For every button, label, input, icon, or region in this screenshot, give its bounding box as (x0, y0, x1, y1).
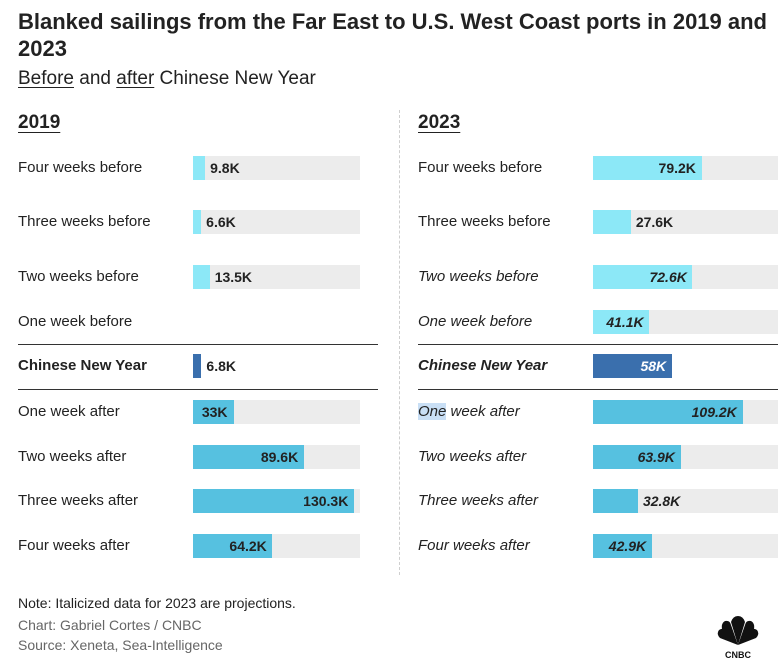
panel-2019-two-weeks-after-label: Two weeks after (18, 448, 127, 465)
panel-2019-four-weeks-after-value-label: 64.2K (229, 538, 267, 554)
subtitle-after: after (116, 68, 155, 89)
panel-2019-four-weeks-before-label: Four weeks before (18, 159, 143, 176)
panel-2023-two-weeks-before-label: Two weeks before (418, 268, 539, 285)
panel-2023-two-weeks-before-bar (593, 265, 693, 289)
subtitle-and: and (73, 68, 117, 89)
panel-2019-three-weeks-after-value-label: 130.3K (303, 493, 349, 509)
cnbc-peacock-logo: CNBC (717, 616, 759, 660)
panel-2023-cny-bottom-rule (418, 389, 778, 390)
panel-title-2019: 2019 (18, 112, 61, 133)
panel-2019-one-week-after-label: One week after (18, 403, 120, 420)
panel-2019-one-week-before-label: One week before (18, 313, 133, 330)
panel-2023-chinese-new-year-value-label: 58K (640, 358, 667, 374)
panel-2023-one-week-before-label: One week before (418, 313, 533, 330)
panel-2023-chinese-new-year-label: Chinese New Year (418, 357, 548, 374)
panel-2023-two-weeks-after-label: Two weeks after (418, 448, 527, 465)
panel-2023-four-weeks-before-value-label: 79.2K (658, 160, 696, 176)
panel-2019-four-weeks-after-label: Four weeks after (18, 537, 130, 554)
chart-title: Blanked sailings from the Far East to U.… (18, 9, 767, 61)
panel-2023-one-week-after-value-label: 109.2K (691, 404, 737, 420)
panel-2023-two-weeks-after-value-label: 63.9K (637, 449, 675, 465)
subtitle-before: Before (18, 68, 74, 89)
panel-2019-two-weeks-after-bar (193, 445, 304, 469)
panel-2019-four-weeks-before-value-label: 9.8K (210, 160, 240, 176)
panel-2019-two-weeks-before-value-label: 13.5K (214, 269, 253, 285)
panel-2023-cny-top-rule (418, 344, 778, 345)
panel-2019-three-weeks-before-bar-track (193, 210, 360, 234)
panel-2019-three-weeks-before-bar (193, 210, 202, 234)
panel-2023-three-weeks-before-label: Three weeks before (418, 213, 551, 230)
panel-2023-three-weeks-before-bar (593, 210, 631, 234)
panel-2023-one-week-after-label: One week after (418, 403, 520, 420)
panel-2019-chinese-new-year-label: Chinese New Year (18, 357, 147, 374)
panel-2023-two-weeks-after-bar (593, 445, 681, 469)
panel-2023-three-weeks-after-bar (593, 489, 638, 513)
panel-2023-one-week-before-value-label: 41.1K (606, 314, 644, 330)
subtitle-rest: Chinese New Year (154, 68, 316, 89)
panel-2023-four-weeks-before-label: Four weeks before (418, 159, 543, 176)
panel-2019-one-week-after-bar (193, 400, 234, 424)
panel-title-2023: 2023 (418, 112, 461, 133)
footer-note: Note: Italicized data for 2023 are proje… (18, 595, 296, 611)
logo-text: CNBC (725, 650, 751, 660)
panel-2023-four-weeks-after-label: Four weeks after (418, 537, 530, 554)
panel-2019-cny-bottom-rule (18, 389, 378, 390)
panel-2023-three-weeks-after-value-label: 32.8K (642, 493, 681, 509)
chart-subtitle: Before and after Chinese New Year (18, 68, 316, 90)
panel-2019-two-weeks-before-label: Two weeks before (18, 268, 139, 285)
panel-2019-three-weeks-after-bar (193, 489, 355, 513)
panel-2023-three-weeks-after-label: Three weeks after (418, 492, 539, 509)
panel-2019-cny-top-rule (18, 344, 378, 345)
panel-2019-three-weeks-after-label: Three weeks after (18, 492, 139, 509)
panel-2019-four-weeks-after-bar (193, 534, 273, 558)
panel-2019-three-weeks-before-value-label: 6.6K (206, 214, 236, 230)
panel-divider (399, 110, 400, 575)
panel-2023-three-weeks-before-value-label: 27.6K (635, 214, 674, 230)
panel-2023-four-weeks-after-bar (593, 534, 652, 558)
panel-2023-four-weeks-after-value-label: 42.9K (608, 538, 647, 554)
panel-2023-one-week-before-bar (593, 310, 650, 334)
panel-2019-three-weeks-before-label: Three weeks before (18, 213, 151, 230)
footer-credit: Chart: Gabriel Cortes / CNBC (18, 617, 202, 633)
panel-2019-chinese-new-year-value-label: 6.8K (206, 358, 236, 374)
panel-2019-two-weeks-before-bar (193, 265, 210, 289)
panel-2023-one-week-after-bar (593, 400, 743, 424)
panel-2019-four-weeks-before-bar (193, 156, 206, 180)
panel-2023-two-weeks-before-value-label: 72.6K (649, 269, 687, 285)
panel-2023-four-weeks-before-bar (593, 156, 702, 180)
panel-2019-four-weeks-before-bar-track (193, 156, 360, 180)
panel-2019-two-weeks-before-bar-track (193, 265, 360, 289)
panel-2019-two-weeks-after-value-label: 89.6K (260, 449, 299, 465)
panel-2019-one-week-after-value-label: 33K (201, 404, 228, 420)
panel-2019-chinese-new-year-bar (193, 354, 202, 378)
panel-2023-chinese-new-year-bar (593, 354, 673, 378)
footer-source: Source: Xeneta, Sea-Intelligence (18, 637, 223, 653)
